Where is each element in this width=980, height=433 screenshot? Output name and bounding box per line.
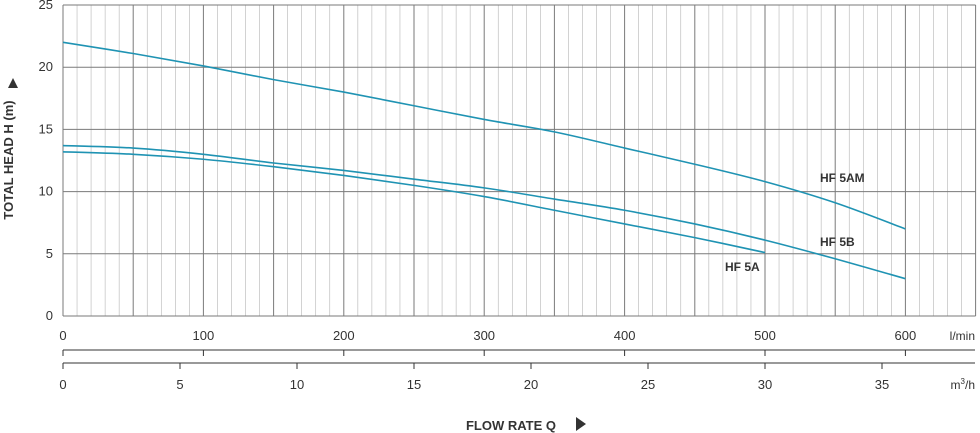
x-secondary-tick-label: 0 <box>59 377 66 392</box>
x-secondary-tick-label: 10 <box>290 377 304 392</box>
series-label-hf-5a: HF 5A <box>725 260 760 274</box>
x-primary-tick-labels: 0 100 200 300 400 500 600 <box>59 328 975 356</box>
x-secondary-tick-label: 25 <box>641 377 655 392</box>
y-axis-up-arrow-icon <box>8 78 18 88</box>
series-label-hf-5b: HF 5B <box>820 235 855 249</box>
x-primary-tick-label: 600 <box>895 328 917 343</box>
x-axis-right-arrow-icon <box>576 417 586 431</box>
x-primary-tick-label: 300 <box>473 328 495 343</box>
x-secondary-tick-labels: 0 5 10 15 20 25 30 35 <box>59 362 975 392</box>
y-tick-labels: 0 5 10 15 20 25 <box>39 0 53 323</box>
series-line-hf-5a <box>62 150 766 254</box>
x-secondary-tick-label: 20 <box>524 377 538 392</box>
x-secondary-tick-label: 35 <box>875 377 889 392</box>
x-primary-tick-label: 200 <box>333 328 355 343</box>
x-secondary-tick-label: 30 <box>758 377 772 392</box>
x-primary-tick-label: 0 <box>59 328 66 343</box>
y-tick-label: 20 <box>39 59 53 74</box>
x-primary-unit-label: l/min <box>950 329 975 343</box>
minor-gridlines <box>76 5 962 316</box>
y-tick-label: 15 <box>39 121 53 136</box>
x-secondary-tick-label: 5 <box>176 377 183 392</box>
series-line-hf-5am <box>62 41 906 230</box>
x-secondary-unit-label: m3/h <box>951 377 975 392</box>
x-primary-tick-label: 500 <box>754 328 776 343</box>
x-secondary-tick-label: 15 <box>407 377 421 392</box>
major-gridlines <box>62 4 977 317</box>
y-tick-label: 0 <box>46 308 53 323</box>
y-axis-label: TOTAL HEAD H (m) <box>1 100 16 219</box>
series-line-hf-5b <box>62 144 906 280</box>
y-tick-label: 5 <box>46 246 53 261</box>
series-lines <box>62 41 906 280</box>
x-primary-tick-label: 100 <box>193 328 215 343</box>
y-tick-label: 25 <box>39 0 53 12</box>
y-tick-label: 10 <box>39 184 53 199</box>
series-labels: HF 5AM HF 5B HF 5A <box>725 171 865 274</box>
x-axis-label: FLOW RATE Q <box>466 418 556 433</box>
x-primary-tick-label: 400 <box>614 328 636 343</box>
series-label-hf-5am: HF 5AM <box>820 171 865 185</box>
